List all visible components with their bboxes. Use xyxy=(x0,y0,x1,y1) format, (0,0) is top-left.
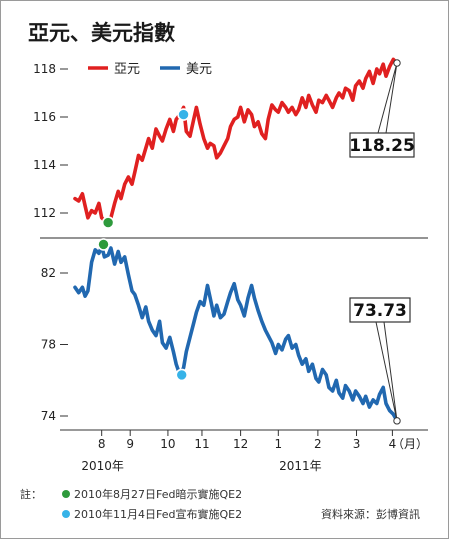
usd-event-marker-cyan xyxy=(175,368,189,382)
note-green-marker xyxy=(62,490,70,498)
asia-event-marker-green xyxy=(101,216,115,229)
x-tick-label-3: 3 xyxy=(353,437,361,451)
usd-end-point xyxy=(393,417,401,425)
asia-ytick-label-112: 112 xyxy=(33,206,56,220)
usd-ytick-label-74: 74 xyxy=(41,409,56,423)
x-tick-label-8: 8 xyxy=(98,437,106,451)
asia-ytick-label-118: 118 xyxy=(33,62,56,76)
asia-event-marker-cyan xyxy=(177,108,190,121)
usd-series-line xyxy=(73,244,399,423)
x-tick-label-11: 11 xyxy=(194,437,209,451)
usd-index-panel: 74 78 82 73.73 xyxy=(41,238,411,425)
source-label: 資料來源：彭博資訊 xyxy=(321,507,420,521)
asia-series-line xyxy=(73,57,399,225)
usd-ytick-label-78: 78 xyxy=(41,338,56,352)
x-tick-label-10: 10 xyxy=(160,437,175,451)
x-tick-label-12: 12 xyxy=(233,437,248,451)
x-tick-label-1: 1 xyxy=(274,437,282,451)
note-cyan-marker xyxy=(62,510,70,518)
usd-event-marker-green xyxy=(97,238,110,251)
x-tick-label-4: 4 xyxy=(389,437,397,451)
legend-usd-label: 美元 xyxy=(186,62,212,77)
chart-title: 亞元、美元指數 xyxy=(28,21,175,45)
asia-ytick-label-114: 114 xyxy=(33,158,56,172)
asia-end-point xyxy=(393,59,401,67)
asia-index-panel: 112 114 116 118 118.25 xyxy=(33,57,415,229)
asia-callout-value: 118.25 xyxy=(349,136,415,156)
legend-asia-label: 亞元 xyxy=(114,62,140,77)
x-axis: 8 9 10 11 12 1 2 3 4（月）2010年 2011年 xyxy=(60,429,428,473)
note-cyan-label: 2010年11月4日Fed宣布實施QE2 xyxy=(74,507,242,521)
x-year-label-0: 2010年 xyxy=(81,459,124,473)
usd-ytick-label-82: 82 xyxy=(41,266,56,280)
note-green-label: 2010年8月27日Fed暗示實施QE2 xyxy=(74,487,242,501)
asia-callout-box xyxy=(349,132,415,158)
asia-ytick-label-116: 116 xyxy=(33,110,56,124)
x-axis-unit: （月） xyxy=(392,437,428,451)
x-tick-label-2: 2 xyxy=(314,437,322,451)
x-year-label-1: 2011年 xyxy=(279,459,322,473)
x-tick-label-9: 9 xyxy=(126,437,134,451)
usd-callout-value: 73.73 xyxy=(353,301,407,321)
note-prefix: 註： xyxy=(20,488,42,501)
usd-callout-box xyxy=(349,297,411,323)
